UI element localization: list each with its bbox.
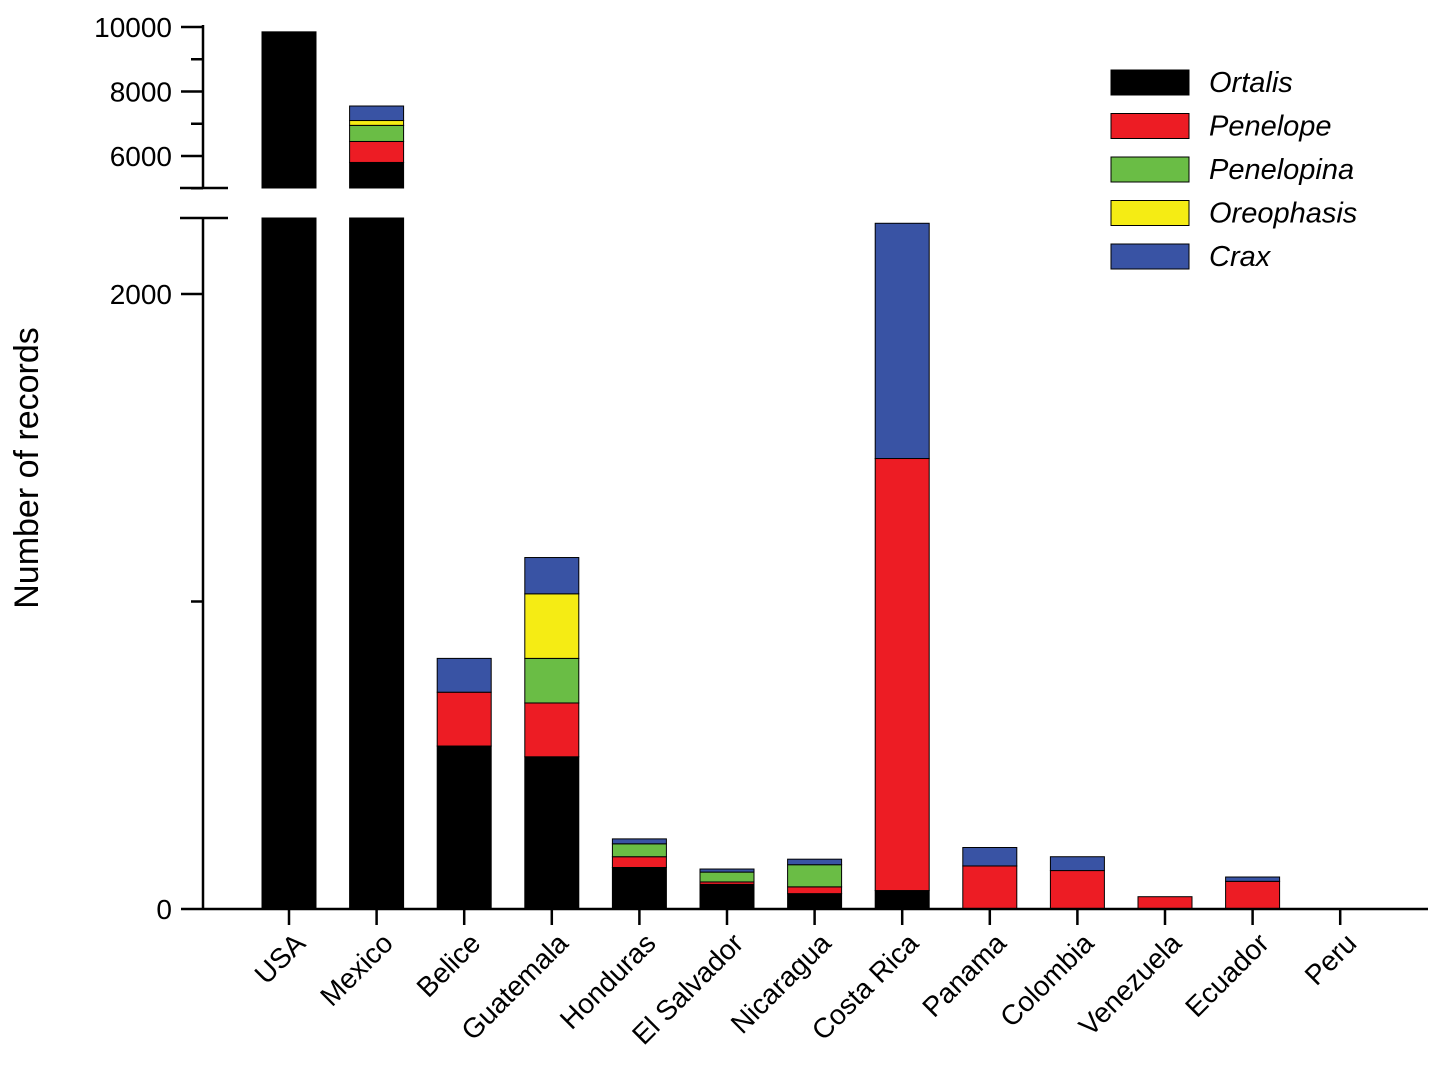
legend-label-penelopina: Penelopina xyxy=(1209,154,1354,186)
legend-swatch-ortalis xyxy=(1110,69,1190,96)
bar-nicaragua-ortalis xyxy=(787,893,843,910)
axes-layer xyxy=(180,25,1428,925)
bar-colombia-penelope xyxy=(1049,870,1105,910)
bar-panama-penelope xyxy=(962,865,1018,910)
bar-costa-rica-penelope xyxy=(874,458,930,892)
x-tick-label-ecuador: Ecuador xyxy=(1179,927,1275,1023)
bar-nicaragua-penelope xyxy=(787,886,843,895)
bars-layer xyxy=(261,31,1281,910)
bar-upper-usa-ortalis xyxy=(261,31,317,189)
bar-usa-ortalis xyxy=(261,217,317,910)
bar-costa-rica-crax xyxy=(874,222,930,460)
bar-honduras-ortalis xyxy=(611,866,667,910)
bar-belice-crax xyxy=(436,657,492,693)
legend-swatch-crax xyxy=(1110,243,1190,270)
bar-mexico-ortalis xyxy=(349,217,405,910)
bar-guatemala-penelopina xyxy=(524,657,580,704)
y-tick-label-8000: 8000 xyxy=(110,77,172,108)
bar-belice-ortalis xyxy=(436,745,492,910)
bar-upper-mexico-oreophasis xyxy=(349,120,405,126)
bar-el-salvador-ortalis xyxy=(699,883,755,910)
bar-panama-crax xyxy=(962,847,1018,867)
y-tick-label-6000: 6000 xyxy=(110,141,172,172)
bar-guatemala-crax xyxy=(524,557,580,595)
bar-honduras-crax xyxy=(611,838,667,845)
bar-upper-mexico-penelope xyxy=(349,140,405,163)
bar-costa-rica-ortalis xyxy=(874,890,930,910)
bar-nicaragua-crax xyxy=(787,858,843,866)
legend-label-ortalis: Ortalis xyxy=(1209,67,1293,99)
legend-label-penelope: Penelope xyxy=(1209,111,1332,143)
bar-guatemala-ortalis xyxy=(524,756,580,910)
legend-label-crax: Crax xyxy=(1209,241,1272,273)
bar-upper-mexico-ortalis xyxy=(349,161,405,189)
bar-guatemala-penelope xyxy=(524,702,580,758)
y-tick-label-10000: 10000 xyxy=(94,12,172,43)
y-axis-title: Number of records xyxy=(8,327,46,609)
bar-ecuador-penelope xyxy=(1225,880,1281,910)
x-tick-label-peru: Peru xyxy=(1299,927,1363,991)
bar-el-salvador-crax xyxy=(699,868,755,873)
legend: Ortalis Penelope Penelopina Oreophasis Crax xyxy=(1110,67,1357,273)
x-tick-label-mexico: Mexico xyxy=(314,927,399,1012)
legend-swatch-penelope xyxy=(1110,113,1190,139)
bar-upper-mexico-penelopina xyxy=(349,124,405,142)
y-tick-label-0: 0 xyxy=(156,894,172,925)
legend-swatch-penelopina xyxy=(1110,156,1190,183)
bar-honduras-penelopina xyxy=(611,843,667,858)
bar-ecuador-crax xyxy=(1225,876,1281,882)
bar-el-salvador-penelopina xyxy=(699,871,755,883)
x-tick-label-belice: Belice xyxy=(411,927,487,1003)
bar-belice-penelope xyxy=(436,691,492,747)
bar-nicaragua-penelopina xyxy=(787,864,843,888)
y-tick-label-2000: 2000 xyxy=(110,279,172,310)
bar-venezuela-penelope xyxy=(1137,896,1193,910)
bar-honduras-penelope xyxy=(611,856,667,868)
legend-label-oreophasis: Oreophasis xyxy=(1209,198,1357,230)
bar-upper-mexico-crax xyxy=(349,105,405,122)
x-tick-label-usa: USA xyxy=(249,927,312,990)
bar-colombia-crax xyxy=(1049,856,1105,872)
legend-swatch-oreophasis xyxy=(1110,200,1190,226)
bar-guatemala-oreophasis xyxy=(524,593,580,659)
